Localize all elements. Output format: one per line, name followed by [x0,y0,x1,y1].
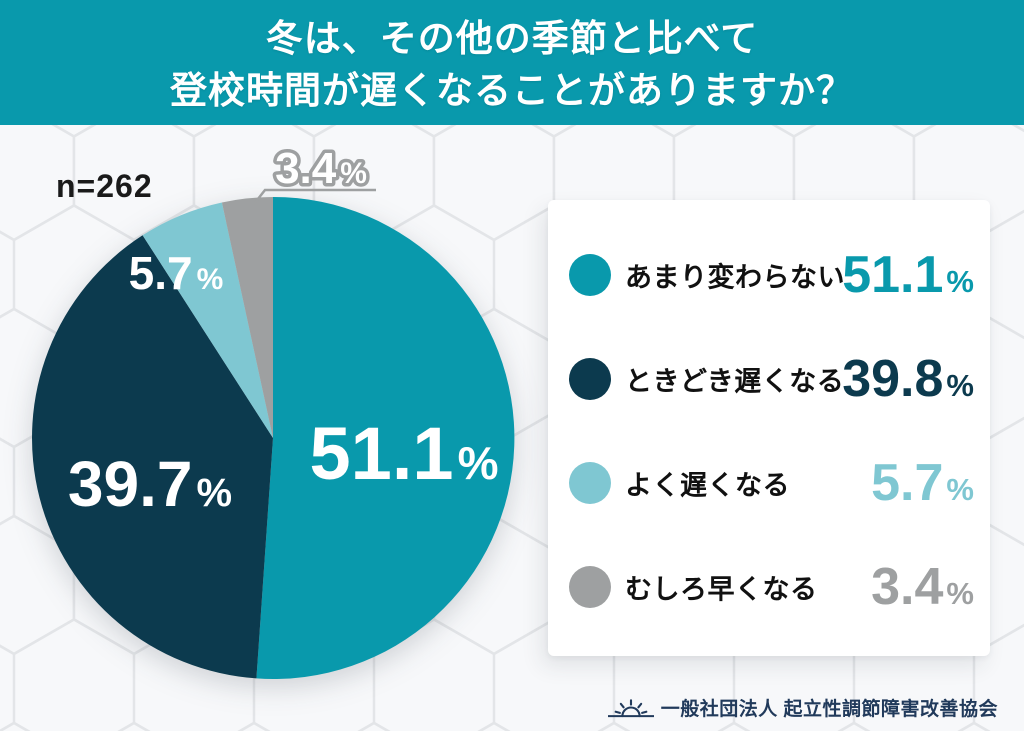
pie-slice-label-3: 5.7% [129,247,224,299]
pie-slice-4 [221,197,273,438]
legend-color-dot [569,358,611,400]
pie-slice-1 [256,196,515,679]
legend-color-dot [569,566,611,608]
header-banner: 冬は、その他の季節と比べて 登校時間が遅くなることがありますか？ [0,0,1024,125]
legend-item-2: ときどき遅くなる 39.8% [548,353,990,405]
organization-name: 一般社団法人 起立性調節障害改善協会 [660,699,998,720]
legend-item-3: よく遅くなる 5.7% [548,457,990,509]
callout-leader-line [253,188,376,205]
pie-slice-3 [142,202,273,438]
percent-sign: % [946,264,974,299]
legend-item-label: あまり変わらない [625,262,845,293]
percent-sign: % [946,368,974,403]
pie-slice-label-2: 39.7% [68,448,232,520]
legend-item-value: 3.4% [871,561,974,613]
pie-slices [32,196,515,679]
legend-item-1: あまり変わらない 51.1% [548,249,990,301]
sunrise-icon [607,699,654,718]
chart-title-line2: 登校時間が遅くなることがありますか？ [170,70,854,111]
legend-panel: あまり変わらない 51.1% ときどき遅くなる 39.8% よく遅くなる 5.7… [548,200,990,656]
legend-item-value: 5.7% [871,457,974,509]
pie-slice-2 [32,235,273,679]
percent-sign: % [946,576,974,611]
legend-value-number: 39.8 [842,350,944,408]
legend-item-label: むしろ早くなる [625,574,818,605]
footer-attribution: 一般社団法人 起立性調節障害改善協会 [607,694,998,721]
legend-item-label: ときどき遅くなる [625,366,845,397]
pie-slice-label-1: 51.1% [310,412,499,495]
legend-color-dot [569,254,611,296]
pie-callout-label: 3.4% [275,144,367,193]
legend-value-number: 3.4 [871,558,944,616]
percent-sign: % [946,472,974,507]
legend-color-dot [569,462,611,504]
sample-size-label: n=262 [56,168,153,204]
chart-title-line1: 冬は、その他の季節と比べて [265,18,759,59]
legend-value-number: 5.7 [871,454,944,512]
legend-item-value: 51.1% [842,249,974,301]
legend-item-4: むしろ早くなる 3.4% [548,561,990,613]
legend-value-number: 51.1 [842,246,944,304]
legend-item-value: 39.8% [842,353,974,405]
legend-item-label: よく遅くなる [625,470,790,501]
